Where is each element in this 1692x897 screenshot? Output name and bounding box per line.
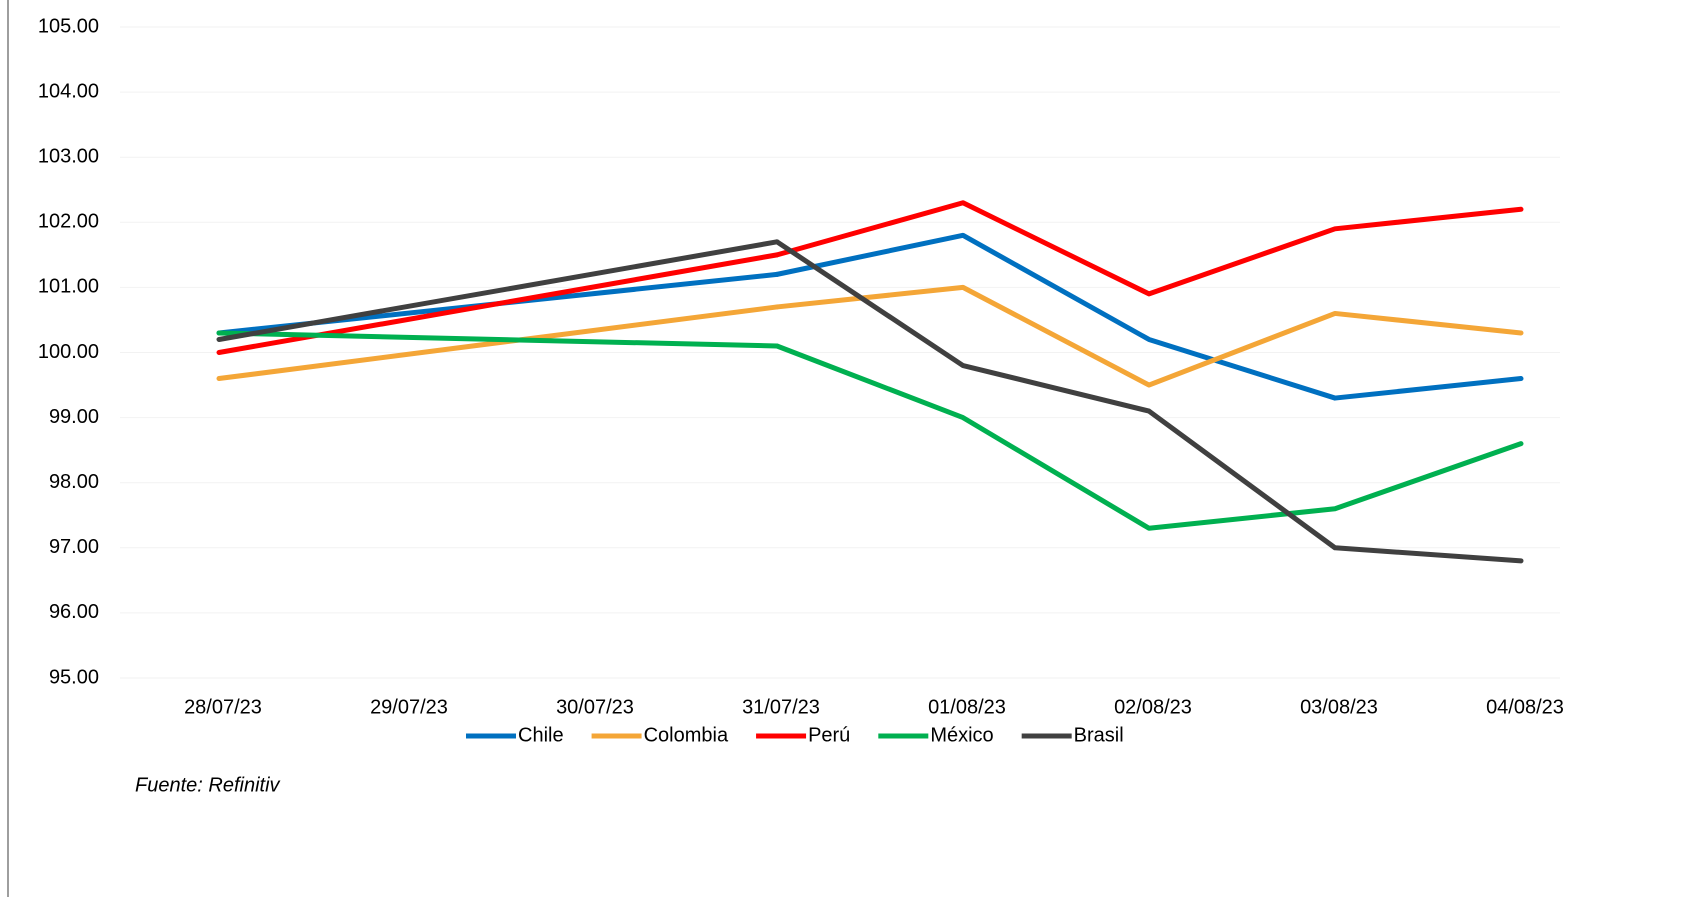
gap-connector: [216, 239, 780, 342]
y-tick-label: 98.00: [49, 471, 99, 493]
y-tick-label: 95.00: [49, 666, 99, 688]
legend-label: Perú: [808, 724, 850, 746]
x-tick-label: 04/08/23: [1486, 696, 1564, 718]
y-tick-label: 103.00: [38, 145, 99, 167]
y-tick-label: 105.00: [38, 15, 99, 37]
y-tick-label: 99.00: [49, 406, 99, 428]
x-tick-label: 30/07/23: [556, 696, 634, 718]
series-line: [774, 200, 1524, 297]
x-tick-label: 01/08/23: [928, 696, 1006, 718]
y-tick-label: 101.00: [38, 276, 99, 298]
x-tick-label: 02/08/23: [1114, 696, 1192, 718]
y-tick-label: 100.00: [38, 341, 99, 363]
legend-label: Brasil: [1074, 724, 1124, 746]
y-tick-label: 102.00: [38, 211, 99, 233]
x-tick-label: 31/07/23: [742, 696, 820, 718]
source-note: Fuente: Refinitiv: [135, 774, 281, 796]
series-line: [774, 343, 1524, 531]
gap-connector: [216, 304, 780, 382]
x-tick-label: 29/07/23: [370, 696, 448, 718]
x-tick-label: 28/07/23: [184, 696, 262, 718]
gap-connector: [216, 330, 780, 349]
legend-label: México: [930, 724, 993, 746]
y-tick-label: 97.00: [49, 536, 99, 558]
legend-label: Chile: [518, 724, 564, 746]
series-line: [774, 239, 1524, 564]
series-line: [774, 284, 1524, 388]
series-line: [774, 232, 1524, 401]
legend-label: Colombia: [644, 724, 729, 746]
y-tick-label: 104.00: [38, 80, 99, 102]
y-tick-label: 96.00: [49, 601, 99, 623]
x-tick-label: 03/08/23: [1300, 696, 1378, 718]
